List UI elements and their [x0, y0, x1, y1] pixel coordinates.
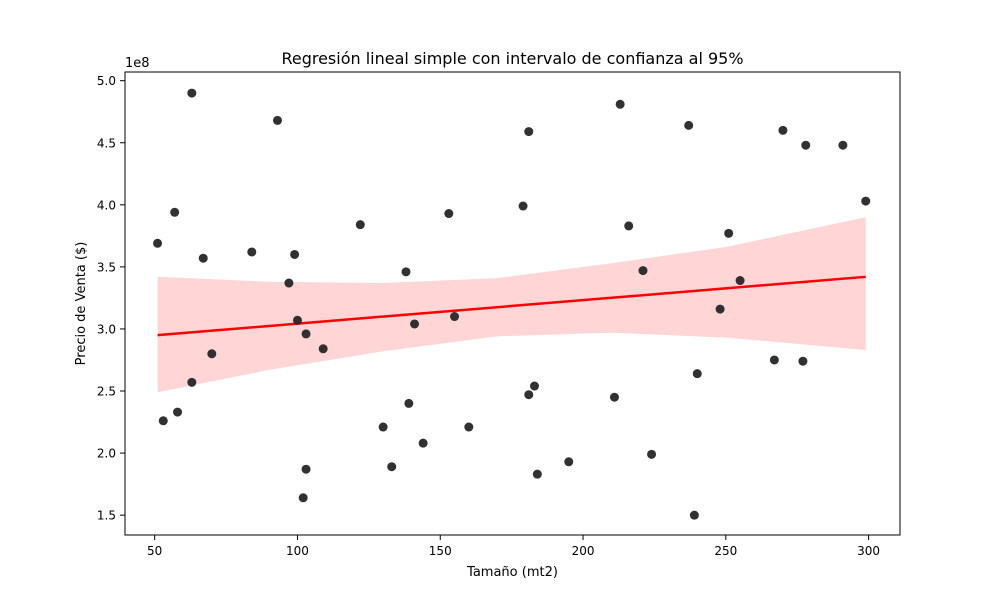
- data-point: [624, 221, 634, 231]
- chart-title: Regresión lineal simple con intervalo de…: [281, 49, 743, 68]
- data-point: [301, 464, 311, 474]
- data-point: [378, 422, 388, 432]
- y-tick-label: 3.5: [97, 260, 116, 274]
- data-point: [187, 377, 197, 387]
- data-point: [724, 228, 734, 238]
- data-point: [158, 416, 168, 426]
- data-point: [404, 398, 414, 408]
- data-point: [401, 267, 411, 277]
- data-point: [524, 390, 534, 400]
- data-point: [532, 469, 542, 479]
- data-point: [301, 329, 311, 339]
- data-point: [464, 422, 474, 432]
- data-point: [198, 253, 208, 263]
- x-axis-label: Tamaño (mt2): [466, 565, 558, 580]
- data-point: [187, 88, 197, 98]
- data-point: [170, 207, 180, 217]
- data-point: [444, 209, 454, 219]
- data-point: [769, 355, 779, 365]
- data-point: [355, 220, 365, 230]
- x-tick-label: 250: [714, 544, 737, 558]
- data-point: [564, 457, 574, 467]
- y-axis-label: Precio de Venta ($): [74, 242, 89, 366]
- data-point: [778, 125, 788, 135]
- y-tick-label: 2.0: [97, 447, 116, 461]
- data-point: [529, 381, 539, 391]
- data-point: [173, 407, 183, 417]
- data-point: [801, 140, 811, 150]
- data-point: [647, 449, 657, 459]
- y-tick-label: 4.5: [97, 136, 116, 150]
- data-point: [247, 247, 257, 257]
- x-tick-label: 100: [286, 544, 309, 558]
- y-axis-ticks: 1.5 2.0 2.5 3.0 3.5 4.0 4.5 5.0: [97, 74, 125, 523]
- data-point: [290, 249, 300, 259]
- data-point: [638, 266, 648, 276]
- data-point: [524, 127, 534, 137]
- y-tick-label: 2.5: [97, 385, 116, 399]
- data-point: [410, 319, 420, 329]
- data-point: [418, 438, 428, 448]
- scatter-points-layer: [153, 88, 871, 520]
- y-tick-label: 3.0: [97, 322, 116, 336]
- data-point: [450, 312, 460, 322]
- regression-line-layer: [157, 275, 866, 337]
- x-axis-ticks: 50 100 150 200 250 300: [147, 535, 880, 558]
- data-point: [689, 510, 699, 520]
- data-point: [207, 349, 217, 359]
- y-tick-label: 5.0: [97, 74, 116, 88]
- data-point: [609, 392, 619, 402]
- data-point: [518, 201, 528, 211]
- data-point: [735, 276, 745, 286]
- y-axis-offset-label: 1e8: [125, 56, 150, 71]
- data-point: [861, 196, 871, 206]
- regression-line: [157, 275, 866, 337]
- data-point: [615, 99, 625, 109]
- data-point: [387, 462, 397, 472]
- data-point: [798, 356, 808, 366]
- x-tick-label: 300: [857, 544, 880, 558]
- data-point: [284, 278, 294, 288]
- x-tick-label: 150: [429, 544, 452, 558]
- data-point: [715, 304, 725, 314]
- data-point: [318, 344, 328, 354]
- data-point: [153, 238, 163, 248]
- plot-frame: [124, 71, 901, 536]
- data-point: [838, 140, 848, 150]
- data-point: [292, 315, 302, 325]
- y-tick-label: 4.0: [97, 198, 116, 212]
- x-tick-label: 50: [147, 544, 162, 558]
- data-point: [684, 120, 694, 130]
- data-point: [298, 493, 308, 503]
- y-tick-label: 1.5: [97, 509, 116, 523]
- data-point: [692, 369, 702, 379]
- data-point: [272, 115, 282, 125]
- x-tick-label: 200: [572, 544, 595, 558]
